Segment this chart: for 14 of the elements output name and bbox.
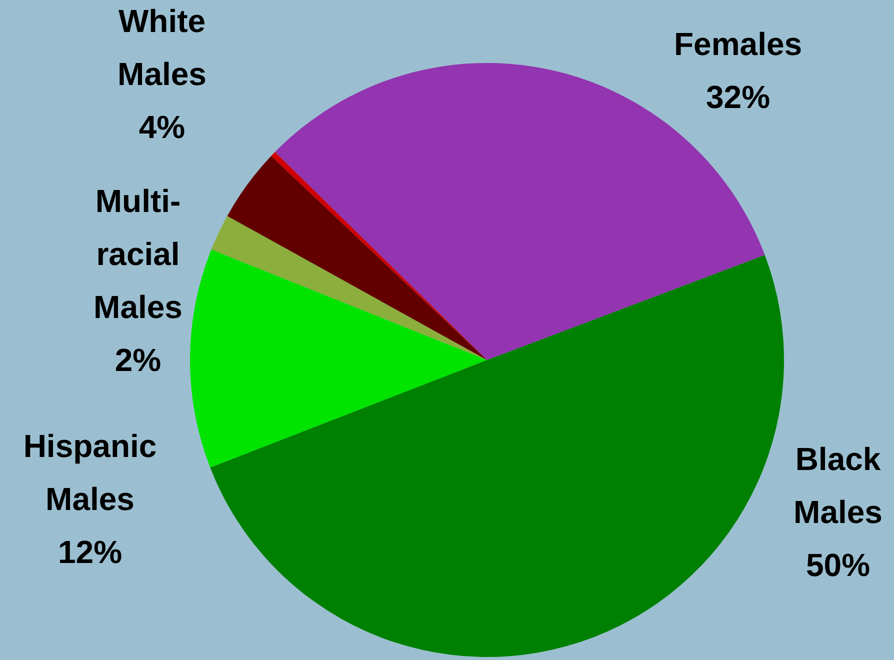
slice-label: Black Males	[794, 441, 882, 530]
data-label: 2%	[114, 342, 162, 378]
data-label: 4%	[138, 109, 186, 145]
pie-slice	[190, 250, 487, 468]
data-label: 50%	[806, 547, 870, 583]
slice-label: Multi-racial Males	[94, 183, 182, 325]
pie-slice	[210, 255, 784, 657]
pie-slice	[227, 156, 487, 360]
slice-label: White Males	[118, 3, 206, 92]
slice-label: Hispanic Males	[23, 428, 157, 517]
pie-slice	[211, 216, 487, 360]
slice-label: Females	[674, 26, 802, 62]
data-label: 12%	[58, 534, 122, 570]
data-label: 32%	[706, 79, 770, 115]
